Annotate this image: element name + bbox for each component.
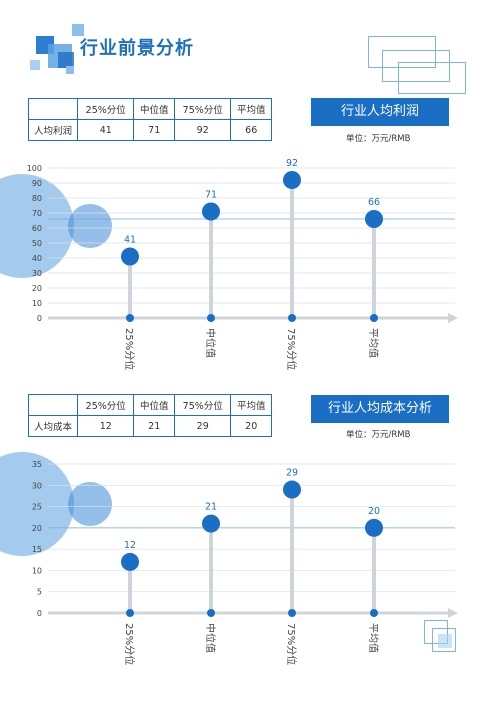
y-tick-label: 60 xyxy=(32,224,42,233)
y-tick-label: 30 xyxy=(32,481,42,490)
profit-table: 25%分位 中位值 75%分位 平均值 人均利润 41 71 92 66 xyxy=(28,98,272,141)
table-cell: 29 xyxy=(173,415,232,437)
y-tick-label: 90 xyxy=(32,179,42,188)
y-tick-label: 30 xyxy=(32,269,42,278)
profit-badge: 行业人均利润 xyxy=(311,98,449,126)
data-point xyxy=(365,518,383,537)
cost-table: 25%分位 中位值 75%分位 平均值 人均成本 12 21 29 20 xyxy=(28,394,272,437)
decor-circle xyxy=(68,482,112,526)
y-tick-label: 20 xyxy=(32,524,42,533)
cost-unit: 单位：万元/RMB xyxy=(346,430,411,440)
x-tick-label: 中位值 xyxy=(204,328,217,358)
table-cell: 21 xyxy=(133,415,175,437)
y-tick-label: 35 xyxy=(32,460,42,469)
axis-dot xyxy=(288,609,296,617)
table-row: 人均利润 41 71 92 66 xyxy=(28,119,272,141)
decor-circle xyxy=(0,174,74,278)
y-tick-label: 0 xyxy=(37,314,42,323)
cost-badge: 行业人均成本分析 xyxy=(311,395,449,423)
table-cell: 20 xyxy=(230,415,272,437)
y-tick-label: 20 xyxy=(32,284,42,293)
y-tick-label: 15 xyxy=(32,545,42,554)
profit-unit: 单位：万元/RMB xyxy=(346,134,411,144)
y-tick-label: 70 xyxy=(32,209,42,218)
y-tick-label: 100 xyxy=(27,164,42,173)
y-tick-label: 50 xyxy=(32,239,42,248)
data-label: 29 xyxy=(286,468,298,479)
axis-dot xyxy=(126,609,134,617)
axis-dot xyxy=(370,609,378,617)
x-axis-arrow xyxy=(448,313,458,323)
bottom-squares-decoration xyxy=(424,620,464,660)
x-tick-label: 平均值 xyxy=(367,328,380,358)
data-label: 41 xyxy=(124,235,136,246)
table-cell: 92 xyxy=(173,119,232,141)
x-tick-label: 平均值 xyxy=(367,623,380,653)
y-tick-label: 10 xyxy=(32,566,42,575)
table-row: 25%分位 中位值 75%分位 平均值 xyxy=(28,98,272,120)
x-tick-label: 75%分位 xyxy=(285,328,298,370)
decor-circle xyxy=(0,452,74,556)
decor-circle xyxy=(68,204,112,248)
data-label: 12 xyxy=(124,540,136,551)
data-point xyxy=(202,514,220,533)
table-row: 人均成本 12 21 29 20 xyxy=(28,415,272,437)
axis-dot xyxy=(370,314,378,322)
outline-squares-decoration xyxy=(368,36,468,96)
data-point xyxy=(365,210,383,228)
y-tick-label: 0 xyxy=(37,609,42,618)
data-label: 92 xyxy=(286,158,298,169)
y-tick-label: 5 xyxy=(37,588,42,597)
data-label: 71 xyxy=(205,190,217,201)
page-title: 行业前景分析 xyxy=(80,38,194,59)
chart-2: 0 5 10 15 20 25 30 35 12 25%分位 21 中位值 29 75%分位 20 平均值 xyxy=(0,452,458,665)
y-tick-label: 25 xyxy=(32,503,42,512)
data-point xyxy=(202,202,220,221)
data-point xyxy=(121,552,139,571)
axis-dot xyxy=(288,314,296,322)
x-tick-label: 25%分位 xyxy=(123,623,136,665)
table-row: 25%分位 中位值 75%分位 平均值 xyxy=(28,394,272,416)
y-tick-label: 80 xyxy=(32,194,42,203)
data-point xyxy=(121,247,139,266)
table-cell: 66 xyxy=(230,119,272,141)
logo-squares-decoration xyxy=(22,22,84,77)
y-tick-label: 40 xyxy=(32,254,42,263)
x-tick-label: 75%分位 xyxy=(285,623,298,665)
axis-dot xyxy=(207,314,215,322)
data-label: 20 xyxy=(368,506,380,517)
x-tick-label: 25%分位 xyxy=(123,328,136,370)
data-label: 66 xyxy=(368,197,380,208)
axis-dot xyxy=(126,314,134,322)
data-point xyxy=(283,480,301,499)
chart-1: 0 10 20 30 40 50 60 70 80 90 100 41 25%分位 71 中位值 92 75%分… xyxy=(0,158,458,370)
y-tick-label: 10 xyxy=(32,299,42,308)
x-tick-label: 中位值 xyxy=(204,623,217,653)
table-cell: 41 xyxy=(76,119,135,141)
axis-dot xyxy=(207,609,215,617)
x-axis-arrow xyxy=(448,608,458,618)
table-cell: 12 xyxy=(76,415,135,437)
data-point xyxy=(283,171,301,189)
data-label: 21 xyxy=(205,502,217,513)
